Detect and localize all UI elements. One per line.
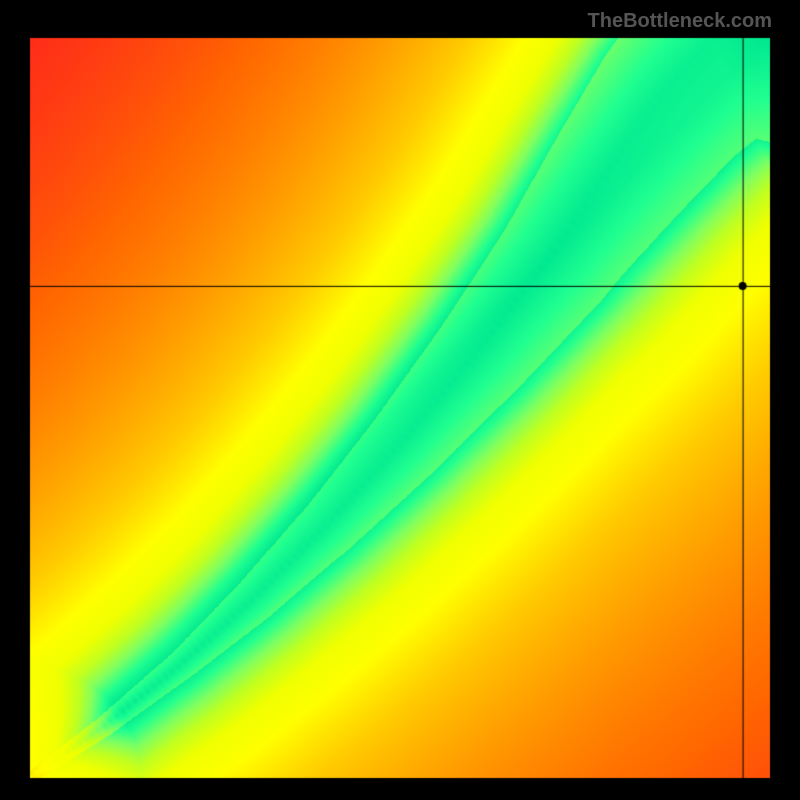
- watermark-text: TheBottleneck.com: [588, 10, 772, 33]
- chart-container: TheBottleneck.com: [0, 0, 800, 800]
- bottleneck-heatmap: [0, 0, 800, 800]
